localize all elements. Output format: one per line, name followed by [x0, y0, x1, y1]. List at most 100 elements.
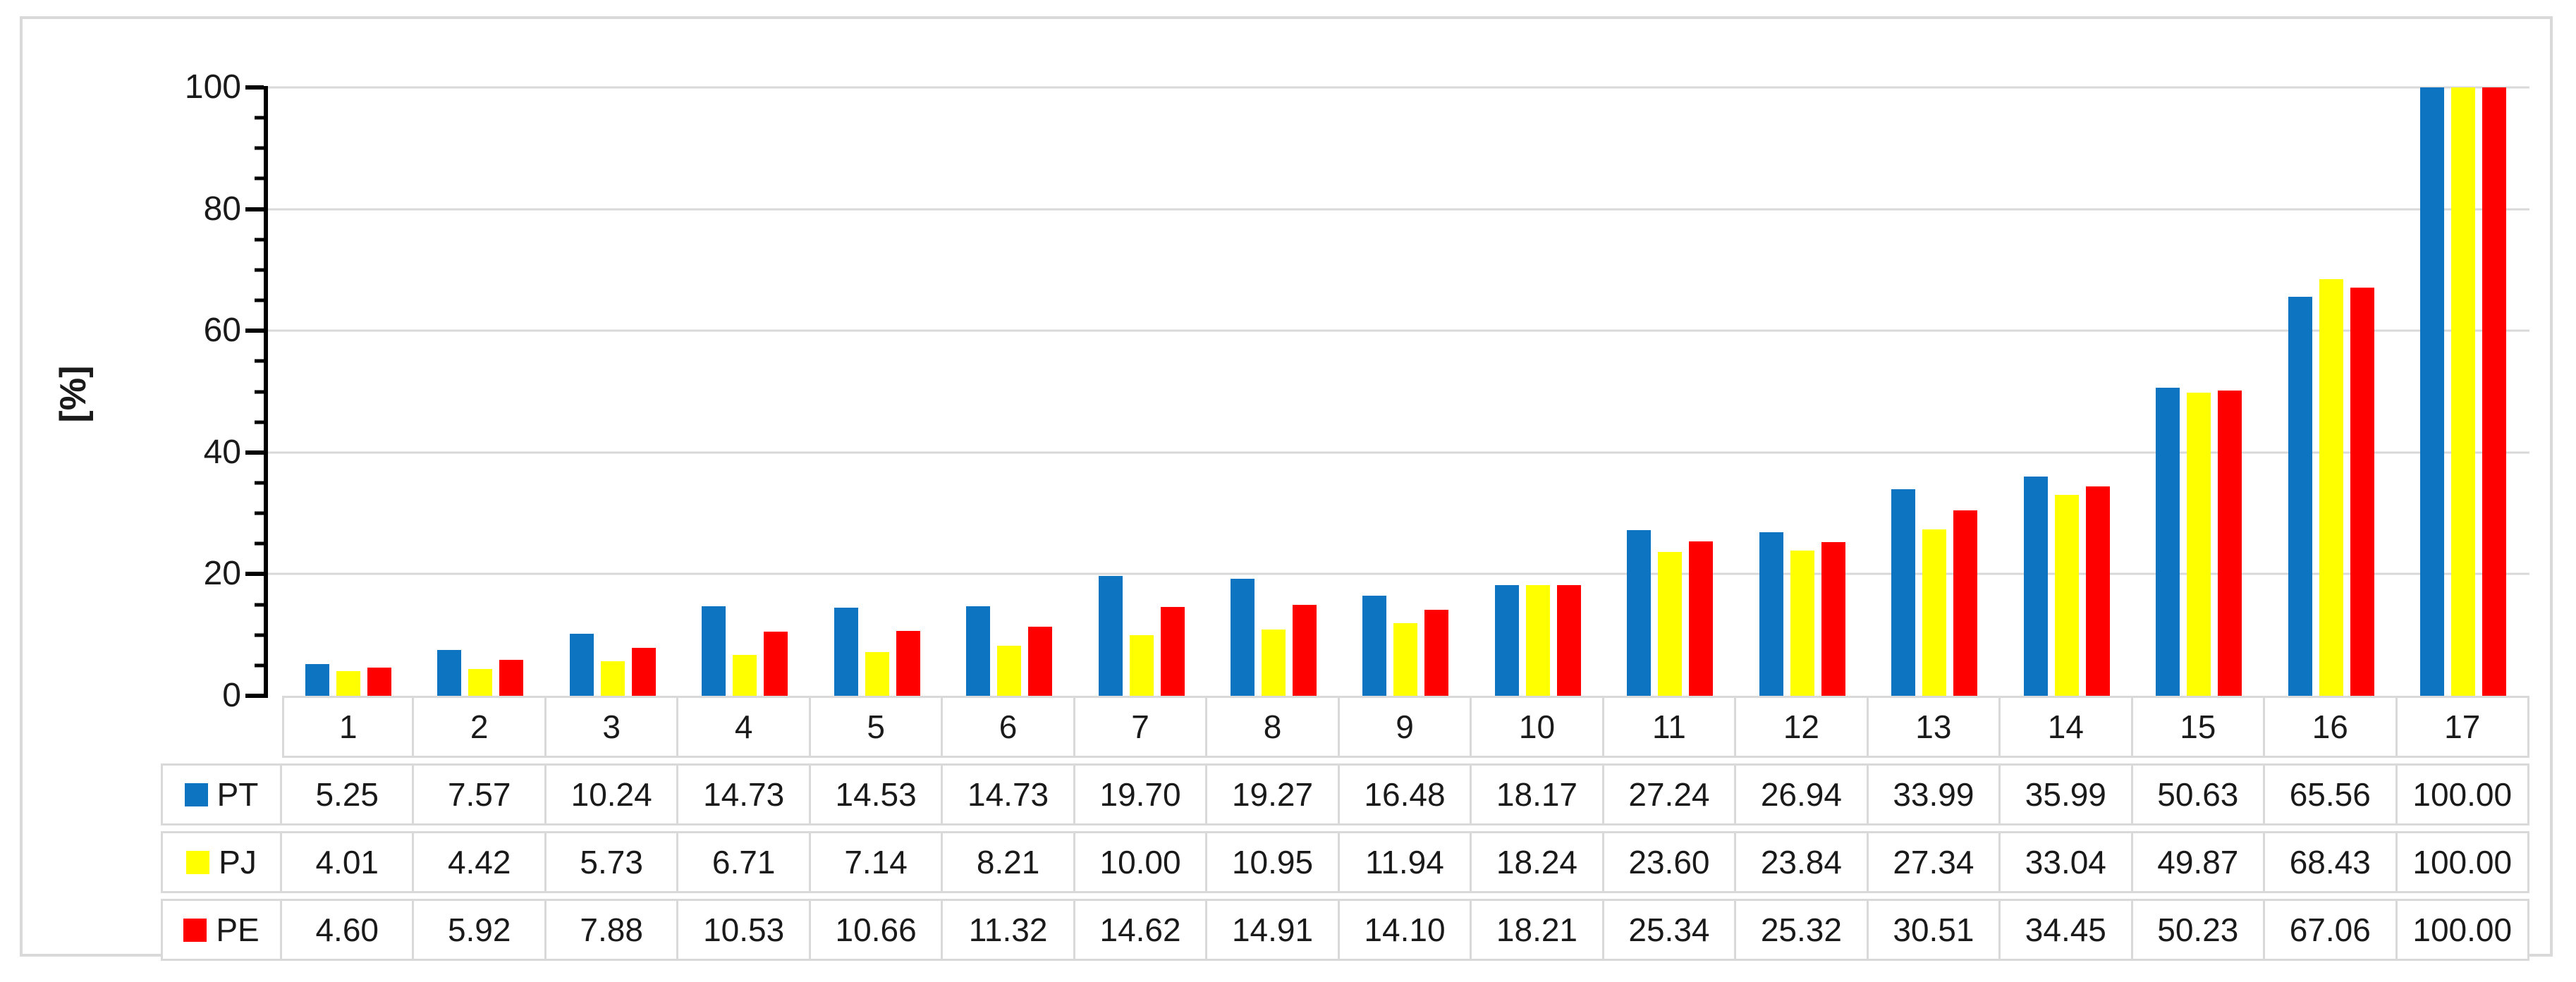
bar-pt-5 — [834, 607, 858, 696]
bar-pj-3 — [600, 661, 625, 696]
bar-group-17 — [2398, 87, 2529, 696]
legend-cell-pj: PJ — [161, 831, 282, 893]
category-header-16: 16 — [2265, 696, 2398, 758]
legend-cell-pe: PE — [161, 899, 282, 961]
bar-pj-4 — [733, 655, 757, 696]
value-cell-pj-5: 7.14 — [810, 831, 944, 893]
bar-group-8 — [1207, 87, 1339, 696]
value-cell-pt-1: 5.25 — [282, 763, 415, 826]
y-tick-label-60: 60 — [203, 312, 241, 350]
bar-pt-14 — [2023, 477, 2048, 696]
value-cell-pj-3: 5.73 — [546, 831, 679, 893]
value-cell-pt-15: 50.63 — [2132, 763, 2266, 826]
y-minor-tick-50 — [255, 390, 264, 393]
category-header-11: 11 — [1604, 696, 1737, 758]
y-minor-tick-95 — [255, 116, 264, 120]
bar-group-7 — [1075, 87, 1207, 696]
bar-group-12 — [1736, 87, 1868, 696]
bar-pe-1 — [367, 668, 391, 696]
bar-pe-7 — [1160, 606, 1185, 696]
y-minor-tick-90 — [255, 146, 264, 150]
bar-pt-3 — [569, 633, 594, 696]
value-cell-pe-14: 34.45 — [2001, 899, 2133, 961]
legend-swatch-pe-icon — [183, 918, 207, 942]
data-table: 1 2 3 4 5 6 7 8 9 10 11 12 13 14 15 16 17 PT 5.25 7.57 10.2… — [161, 696, 2529, 966]
category-header-3: 3 — [546, 696, 679, 758]
bar-pj-15 — [2187, 392, 2211, 696]
value-cell-pj-4: 6.71 — [678, 831, 811, 893]
value-cell-pe-2: 5.92 — [414, 899, 547, 961]
category-header-2: 2 — [414, 696, 547, 758]
value-cell-pt-7: 19.70 — [1075, 763, 1208, 826]
y-tick-label-100: 100 — [184, 68, 241, 106]
y-minor-tick-25 — [255, 541, 264, 546]
bar-pj-9 — [1393, 622, 1418, 696]
value-cell-pe-8: 14.91 — [1207, 899, 1340, 961]
value-cell-pt-3: 10.24 — [546, 763, 679, 826]
value-cell-pt-9: 16.48 — [1339, 763, 1472, 826]
y-minor-tick-65 — [255, 298, 264, 302]
table-corner-cell — [161, 696, 282, 758]
bar-pt-2 — [437, 649, 462, 696]
bar-pt-10 — [1494, 585, 1519, 696]
table-header-row: 1 2 3 4 5 6 7 8 9 10 11 12 13 14 15 16 17 — [161, 696, 2529, 758]
y-gridline-80 — [268, 208, 2529, 211]
value-cell-pj-14: 33.04 — [2001, 831, 2133, 893]
value-cell-pj-17: 100.00 — [2397, 831, 2529, 893]
bar-pt-11 — [1627, 529, 1652, 696]
category-header-14: 14 — [2001, 696, 2133, 758]
category-header-12: 12 — [1736, 696, 1869, 758]
y-minor-tick-5 — [255, 663, 264, 668]
bar-pe-3 — [631, 648, 656, 696]
value-cell-pj-13: 27.34 — [1868, 831, 2001, 893]
y-tick-label-80: 80 — [203, 190, 241, 228]
value-cell-pe-17: 100.00 — [2397, 899, 2529, 961]
value-cell-pj-10: 18.24 — [1472, 831, 1604, 893]
legend-swatch-pt-icon — [184, 782, 208, 806]
y-axis-labels: 0 20 40 60 80 100 — [107, 70, 241, 713]
bar-group-13 — [1869, 87, 2001, 696]
bar-pe-12 — [1821, 541, 1845, 696]
y-tick-label-40: 40 — [203, 433, 241, 471]
value-cell-pe-13: 30.51 — [1868, 899, 2001, 961]
bar-pe-6 — [1028, 627, 1053, 696]
bar-pe-13 — [1953, 510, 1978, 696]
bar-group-15 — [2133, 87, 2265, 696]
bar-pe-8 — [1293, 605, 1317, 696]
bar-pe-10 — [1556, 584, 1581, 696]
y-minor-tick-35 — [255, 481, 264, 485]
value-cell-pj-9: 11.94 — [1339, 831, 1472, 893]
y-gridline-40 — [268, 451, 2529, 454]
category-header-10: 10 — [1472, 696, 1604, 758]
value-cell-pj-11: 23.60 — [1604, 831, 1737, 893]
legend-label-pj: PJ — [219, 844, 257, 880]
bar-group-6 — [943, 87, 1075, 696]
bar-pt-9 — [1362, 595, 1387, 696]
value-cell-pj-1: 4.01 — [282, 831, 415, 893]
bar-pj-2 — [468, 668, 493, 696]
y-gridline-60 — [268, 329, 2529, 332]
bar-group-1 — [282, 87, 414, 696]
table-row-pj: PJ 4.01 4.42 5.73 6.71 7.14 8.21 10.00 10.95 11.9… — [161, 831, 2529, 893]
value-cell-pe-15: 50.23 — [2132, 899, 2266, 961]
value-cell-pt-14: 35.99 — [2001, 763, 2133, 826]
category-header-8: 8 — [1207, 696, 1340, 758]
value-cell-pt-17: 100.00 — [2397, 763, 2529, 826]
y-major-tick-0 — [245, 694, 264, 698]
y-minor-tick-85 — [255, 176, 264, 180]
bar-pe-5 — [896, 631, 920, 696]
value-cell-pe-12: 25.32 — [1736, 899, 1869, 961]
value-cell-pe-5: 10.66 — [810, 899, 944, 961]
y-major-tick-100 — [245, 85, 264, 90]
category-header-15: 15 — [2132, 696, 2266, 758]
bar-pt-7 — [1098, 576, 1123, 696]
bar-group-14 — [2001, 87, 2132, 696]
y-minor-tick-55 — [255, 359, 264, 363]
value-cell-pe-6: 11.32 — [943, 899, 1075, 961]
bar-pt-17 — [2420, 87, 2445, 696]
bar-pt-16 — [2288, 297, 2312, 696]
bar-pj-6 — [997, 646, 1022, 696]
value-cell-pj-8: 10.95 — [1207, 831, 1340, 893]
y-major-tick-20 — [245, 572, 264, 577]
chart-frame: 0 20 40 60 80 100 [%] 1 2 3 4 5 6 7 8 9 10 11 12 13 14 15 16… — [20, 16, 2553, 961]
